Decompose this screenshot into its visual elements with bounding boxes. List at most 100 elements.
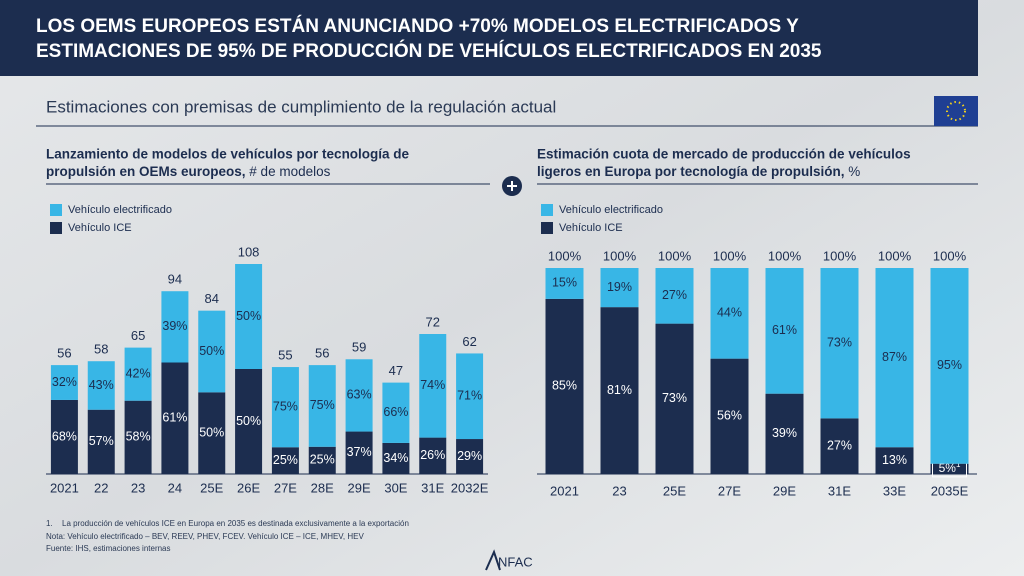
value-label: 25% bbox=[310, 453, 335, 467]
value-label: 42% bbox=[126, 366, 151, 380]
bar-segment bbox=[271, 367, 299, 448]
bar-segment bbox=[875, 268, 914, 448]
x-tick-label: 2021 bbox=[50, 480, 79, 495]
total-label: 100% bbox=[768, 248, 802, 263]
x-tick-label: 2035E bbox=[931, 483, 969, 498]
total-label: 58 bbox=[94, 342, 108, 357]
value-label: 50% bbox=[199, 425, 224, 439]
source: Fuente: IHS, estimaciones internas bbox=[46, 544, 171, 553]
total-label: 56 bbox=[57, 346, 71, 361]
bar-segment bbox=[50, 365, 78, 400]
value-label: 61% bbox=[162, 411, 187, 425]
bar-segment bbox=[600, 268, 639, 308]
bar-segment bbox=[345, 359, 373, 432]
bar-segment bbox=[345, 431, 373, 474]
bar-segment bbox=[87, 361, 115, 410]
logo: NFAC bbox=[498, 554, 533, 569]
value-label: 43% bbox=[89, 378, 114, 392]
logo-mark bbox=[485, 549, 501, 571]
value-label: 39% bbox=[162, 319, 187, 333]
x-tick-label: 30E bbox=[384, 480, 407, 495]
bar-segment bbox=[875, 447, 914, 474]
value-label: 29% bbox=[457, 449, 482, 463]
x-tick-label: 29E bbox=[773, 483, 796, 498]
total-label: 55 bbox=[278, 347, 292, 362]
bar-segment bbox=[308, 446, 336, 474]
x-tick-label: 25E bbox=[663, 483, 686, 498]
total-label: 62 bbox=[462, 334, 476, 349]
bar-segment bbox=[124, 400, 152, 474]
bar-segment bbox=[161, 291, 189, 363]
bar-segment bbox=[271, 447, 299, 474]
x-tick-label: 28E bbox=[311, 480, 334, 495]
legend-label: Vehículo electrificado bbox=[68, 204, 172, 216]
total-label: 100% bbox=[878, 248, 912, 263]
bar-segment bbox=[820, 418, 859, 474]
total-label: 72 bbox=[426, 314, 440, 329]
value-label: 71% bbox=[457, 389, 482, 403]
value-label: 27% bbox=[662, 288, 687, 302]
legend-swatch bbox=[50, 204, 62, 216]
total-label: 108 bbox=[238, 244, 260, 259]
value-label: 26% bbox=[420, 448, 445, 462]
bar-segment bbox=[198, 392, 226, 474]
chart-title: ligeros en Europa por tecnología de prop… bbox=[537, 164, 860, 179]
value-label: 50% bbox=[199, 344, 224, 358]
x-tick-label: 27E bbox=[718, 483, 741, 498]
bar-segment bbox=[545, 268, 584, 299]
x-tick-label: 2032E bbox=[451, 480, 489, 495]
bar-segment bbox=[50, 399, 78, 474]
value-label: 27% bbox=[827, 438, 852, 452]
value-label: 63% bbox=[347, 388, 372, 402]
x-tick-label: 31E bbox=[828, 483, 851, 498]
slide-title: LOS OEMS EUROPEOS ESTÁN ANUNCIANDO +70% … bbox=[36, 15, 799, 37]
value-label: 39% bbox=[772, 426, 797, 440]
value-label: 19% bbox=[607, 280, 632, 294]
total-label: 84 bbox=[205, 291, 219, 306]
legend-label: Vehículo ICE bbox=[559, 222, 623, 234]
value-label: 73% bbox=[827, 335, 852, 349]
value-label: 57% bbox=[89, 434, 114, 448]
subtitle: Estimaciones con premisas de cumplimient… bbox=[46, 97, 556, 116]
x-tick-label: 23 bbox=[612, 483, 626, 498]
header-band bbox=[0, 0, 978, 76]
x-tick-label: 22 bbox=[94, 480, 108, 495]
bar-segment bbox=[235, 264, 263, 369]
total-label: 100% bbox=[933, 248, 967, 263]
value-label: 81% bbox=[607, 383, 632, 397]
plus-icon bbox=[502, 176, 522, 196]
chart-title: propulsión en OEMs europeos, # de modelo… bbox=[46, 164, 331, 179]
bar-segment bbox=[382, 442, 410, 474]
chart-title: propulsión en OEMs europeos, bbox=[46, 164, 246, 179]
bar-segment bbox=[419, 334, 447, 438]
bar-segment bbox=[930, 463, 969, 474]
slide-title: ESTIMACIONES DE 95% DE PRODUCCIÓN DE VEH… bbox=[36, 40, 822, 62]
total-label: 100% bbox=[823, 248, 857, 263]
bar-segment bbox=[765, 268, 804, 394]
value-label: 61% bbox=[772, 323, 797, 337]
bar-segment bbox=[161, 362, 189, 474]
bar-segment bbox=[710, 358, 749, 474]
bar-segment bbox=[655, 268, 694, 324]
total-label: 100% bbox=[713, 248, 747, 263]
chart-title: ligeros en Europa por tecnología de prop… bbox=[537, 164, 845, 179]
value-label: 74% bbox=[420, 378, 445, 392]
bar-segment bbox=[382, 382, 410, 443]
value-label: 13% bbox=[882, 453, 907, 467]
x-tick-label: 2021 bbox=[550, 483, 579, 498]
bar-segment bbox=[456, 439, 484, 474]
value-label: 87% bbox=[882, 350, 907, 364]
value-label: 75% bbox=[310, 398, 335, 412]
total-label: 100% bbox=[548, 248, 582, 263]
chart-title: Lanzamiento de modelos de vehículos por … bbox=[46, 147, 410, 162]
bar-segment bbox=[308, 365, 336, 447]
total-label: 59 bbox=[352, 340, 366, 355]
value-label: 5% bbox=[939, 461, 957, 475]
x-tick-label: 27E bbox=[274, 480, 297, 495]
bar-segment bbox=[765, 393, 804, 474]
bar-segment bbox=[600, 307, 639, 474]
bar-segment bbox=[710, 268, 749, 359]
value-label: 68% bbox=[52, 429, 77, 443]
